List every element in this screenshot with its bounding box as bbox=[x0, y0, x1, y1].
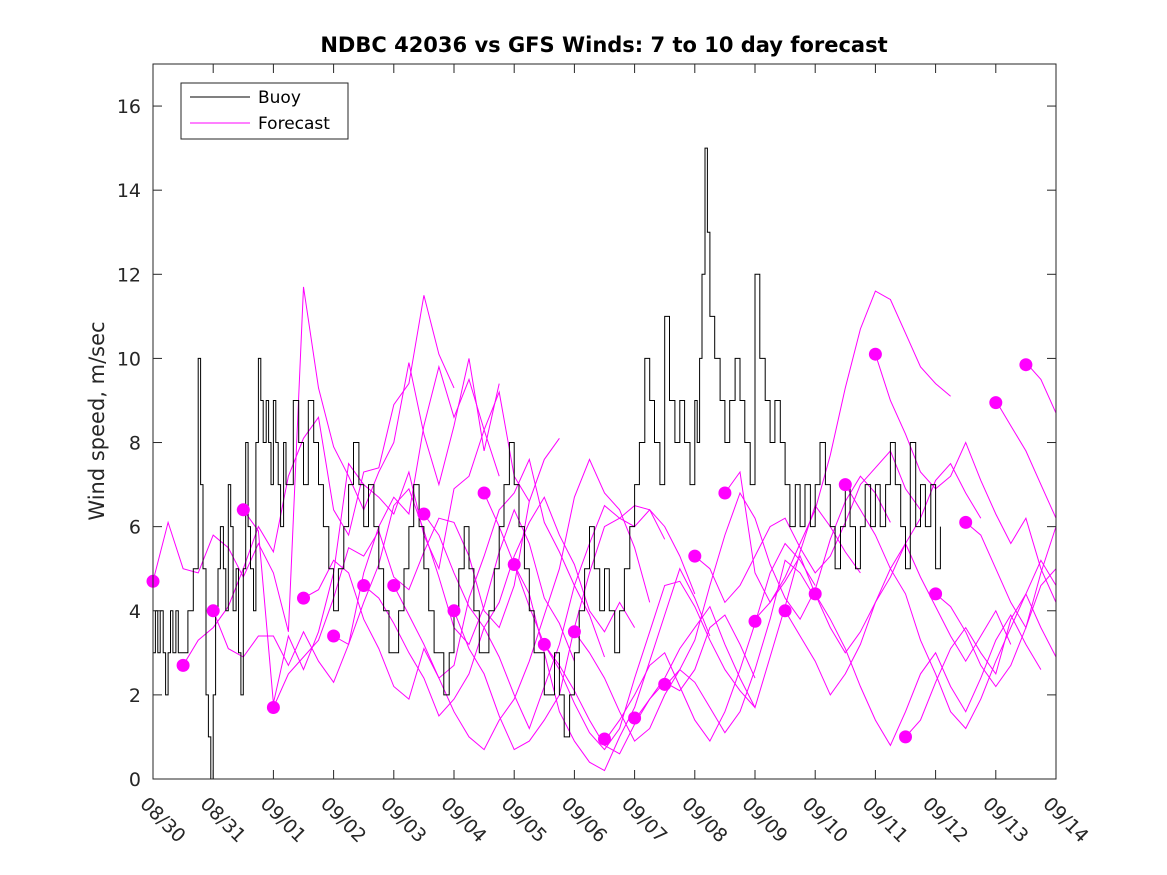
forecast-line-20 bbox=[754, 462, 982, 654]
forecast-marker bbox=[838, 478, 852, 492]
forecast-marker bbox=[658, 677, 672, 691]
forecast-line-18 bbox=[694, 449, 921, 604]
y-tick-label: 12 bbox=[117, 264, 141, 286]
forecast-marker bbox=[387, 579, 401, 592]
legend-box bbox=[180, 82, 349, 140]
y-tick-label: 10 bbox=[117, 348, 141, 370]
forecast-line-17 bbox=[664, 475, 891, 687]
forecast-line-0 bbox=[152, 286, 500, 632]
y-tick-label: 6 bbox=[129, 517, 141, 539]
forecast-marker bbox=[808, 587, 822, 601]
forecast-line-23 bbox=[844, 484, 1057, 730]
y-tick-label: 8 bbox=[129, 433, 141, 455]
forecast-marker bbox=[447, 604, 461, 618]
legend-buoy-label: Buoy bbox=[258, 88, 301, 108]
forecast-marker bbox=[868, 347, 882, 361]
forecast-marker bbox=[206, 604, 220, 618]
forecast-marker bbox=[778, 604, 792, 618]
forecast-marker bbox=[748, 614, 762, 628]
forecast-marker bbox=[266, 701, 280, 714]
forecast-marker bbox=[959, 515, 973, 529]
buoy-line bbox=[153, 147, 941, 780]
forecast-marker bbox=[899, 730, 912, 744]
y-tick-label: 4 bbox=[129, 601, 141, 623]
forecast-marker bbox=[598, 732, 611, 746]
forecast-marker bbox=[688, 549, 702, 563]
forecast-marker bbox=[236, 503, 250, 517]
forecast-marker bbox=[989, 396, 1003, 410]
y-tick-label: 2 bbox=[129, 685, 141, 707]
forecast-line-11 bbox=[483, 492, 711, 772]
forecast-line-14 bbox=[573, 559, 816, 742]
y-tick-label: 14 bbox=[117, 180, 141, 202]
forecast-line-7 bbox=[363, 496, 636, 717]
forecast-line-3 bbox=[242, 390, 530, 704]
forecast-line-16 bbox=[634, 504, 861, 721]
forecast-marker bbox=[417, 507, 431, 521]
forecast-marker bbox=[176, 658, 190, 672]
forecast-line-8 bbox=[393, 458, 651, 751]
forecast-marker bbox=[718, 486, 732, 500]
y-tick-label: 16 bbox=[117, 96, 141, 118]
chart-title: NDBC 42036 vs GFS Winds: 7 to 10 day for… bbox=[320, 33, 887, 57]
forecast-marker bbox=[507, 558, 521, 571]
forecast-line-22 bbox=[814, 593, 1042, 747]
marker-layer bbox=[146, 347, 1033, 746]
forecast-marker bbox=[537, 637, 551, 651]
y-axis-label: Wind speed, m/sec bbox=[85, 321, 109, 520]
forecast-marker bbox=[477, 486, 491, 500]
forecast-marker bbox=[327, 629, 341, 643]
forecast-marker bbox=[567, 625, 581, 639]
forecast-line-19 bbox=[724, 290, 951, 604]
legend-forecast-label: Forecast bbox=[258, 114, 330, 134]
forecast-marker bbox=[297, 591, 310, 605]
axes-box bbox=[152, 63, 1057, 780]
forecast-marker bbox=[628, 711, 642, 725]
forecast-line-2 bbox=[212, 364, 500, 684]
forecast-marker bbox=[929, 587, 943, 601]
forecast-line-5 bbox=[303, 457, 605, 700]
forecast-line-4 bbox=[272, 438, 560, 708]
forecast-line-15 bbox=[604, 542, 816, 743]
y-tick-label: 0 bbox=[129, 769, 141, 791]
axes-background bbox=[153, 64, 1056, 779]
forecast-marker bbox=[1019, 358, 1033, 372]
forecast-marker bbox=[357, 579, 371, 592]
legend: Buoy Forecast bbox=[180, 82, 349, 140]
